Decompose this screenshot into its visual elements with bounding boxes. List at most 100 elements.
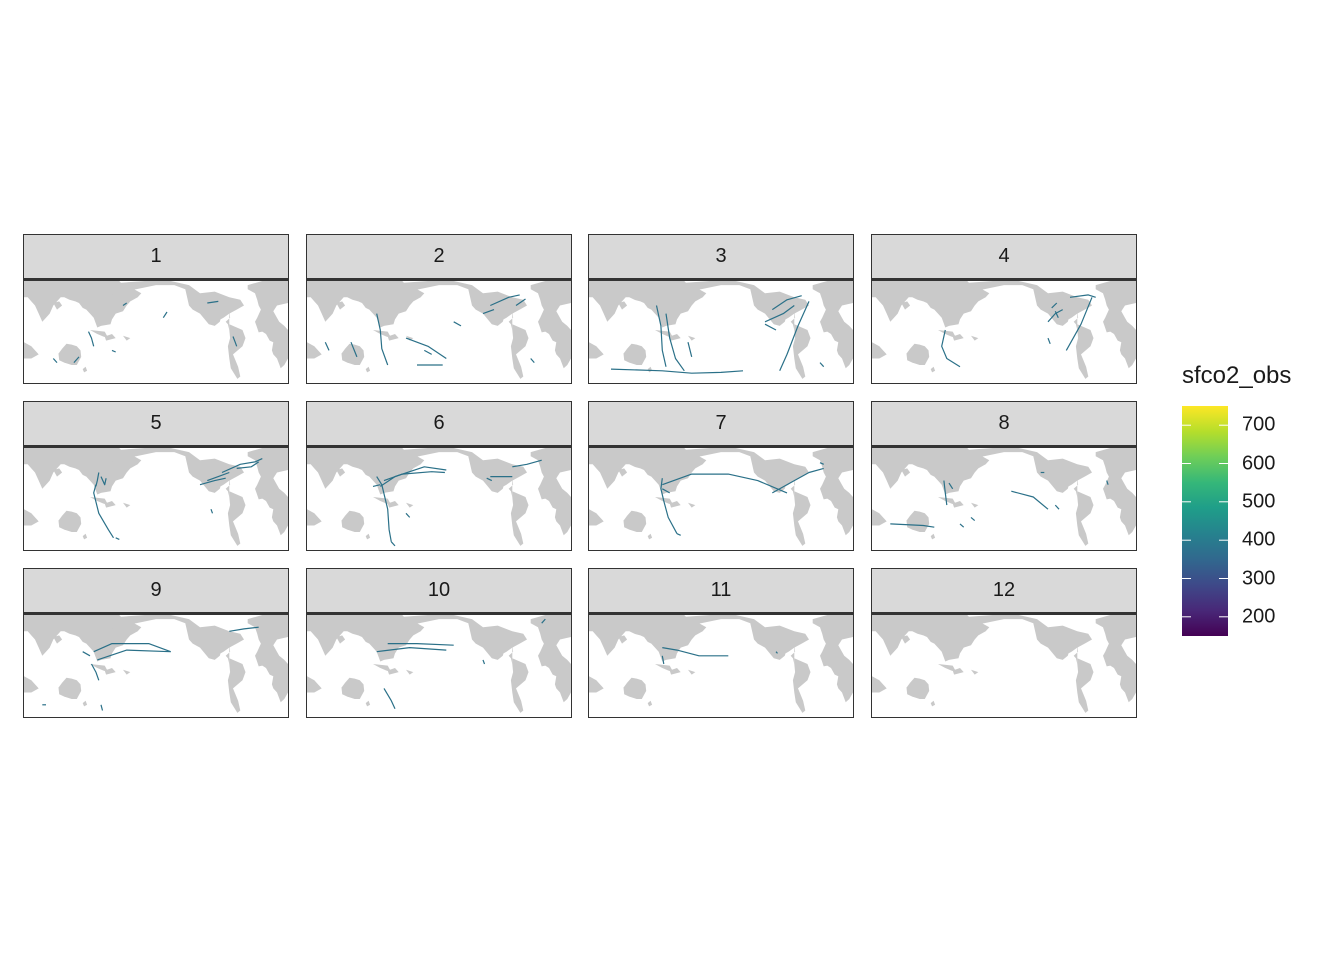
- landmass: [1073, 309, 1079, 330]
- landmass: [508, 476, 514, 497]
- ship-track: [100, 704, 104, 711]
- landmass: [938, 497, 957, 506]
- landmass: [225, 309, 231, 330]
- facet-map: [871, 447, 1137, 551]
- landmass: [952, 501, 964, 508]
- landmass: [792, 658, 811, 713]
- facet-panel: 12: [871, 568, 1137, 718]
- ship-track: [207, 300, 219, 304]
- ship-track: [350, 341, 358, 358]
- landmass: [971, 335, 979, 341]
- ship-track: [771, 295, 802, 311]
- landmass: [623, 343, 647, 365]
- ship-track: [424, 349, 432, 355]
- landmass: [589, 342, 604, 359]
- landmass: [1095, 281, 1136, 369]
- ship-track: [512, 459, 542, 468]
- ship-track: [90, 663, 100, 681]
- ship-track: [890, 523, 935, 528]
- landmass: [1095, 615, 1136, 703]
- ship-track: [221, 458, 263, 474]
- landmass: [406, 502, 414, 508]
- landmass: [688, 669, 696, 675]
- landmass: [82, 700, 88, 707]
- ship-track: [662, 473, 788, 494]
- landmass: [930, 366, 936, 373]
- landmass: [247, 448, 288, 536]
- facet-strip-label: 5: [23, 401, 289, 447]
- ship-track: [1047, 309, 1063, 323]
- landmass: [247, 615, 288, 703]
- facet-strip-label: 10: [306, 568, 572, 614]
- facet-map: [306, 614, 572, 718]
- facet-grid: 1 2 3 4 5 6 7 8 9 10 11 12: [23, 234, 1137, 718]
- ship-track: [655, 305, 667, 367]
- ship-track: [530, 358, 535, 363]
- ship-track: [387, 643, 454, 646]
- ship-track: [87, 331, 95, 347]
- landmass: [365, 533, 371, 540]
- world-map: [307, 615, 571, 713]
- world-map: [307, 281, 571, 379]
- landmass: [380, 615, 527, 660]
- landmass: [227, 658, 246, 713]
- ship-track: [1065, 297, 1093, 351]
- facet-panel: 10: [306, 568, 572, 718]
- landmass: [1073, 476, 1079, 497]
- landmass: [341, 677, 365, 699]
- ship-track: [772, 467, 824, 494]
- colorbar-tick-label: 200: [1242, 605, 1276, 628]
- facet-strip-label: 12: [871, 568, 1137, 614]
- landmass: [508, 309, 514, 330]
- ship-track: [405, 337, 447, 359]
- colorbar-tick-label: 300: [1242, 567, 1276, 589]
- ship-track: [383, 471, 445, 482]
- ship-track: [453, 321, 462, 327]
- ship-track: [1011, 490, 1049, 510]
- ship-track: [819, 462, 824, 465]
- landmass: [945, 281, 1092, 326]
- world-map: [872, 448, 1136, 546]
- colorbar-tick-label: 400: [1242, 528, 1276, 551]
- ship-track: [610, 368, 744, 374]
- ship-track: [229, 626, 259, 632]
- ship-track: [236, 461, 260, 469]
- colorbar-tick-label: 500: [1242, 490, 1276, 513]
- ship-track: [662, 647, 729, 657]
- landmass: [406, 335, 414, 341]
- ship-track: [376, 313, 389, 366]
- facet-map: [588, 614, 854, 718]
- landmass: [623, 677, 647, 699]
- landmass: [901, 301, 911, 310]
- ship-track: [941, 329, 961, 368]
- ship-track: [490, 294, 520, 307]
- landmass: [790, 476, 796, 497]
- landmass: [669, 668, 681, 675]
- landmass: [90, 330, 109, 339]
- ship-track: [122, 302, 128, 306]
- landmass: [104, 501, 116, 508]
- landmass: [97, 615, 244, 660]
- landmass: [655, 664, 674, 673]
- facet-strip-label: 2: [306, 234, 572, 280]
- colorbar-tick-label: 700: [1242, 413, 1276, 436]
- facet-panel: 2: [306, 234, 572, 384]
- ship-track: [162, 311, 168, 319]
- ship-track: [376, 476, 392, 542]
- landmass: [510, 491, 529, 546]
- landmass: [901, 635, 911, 644]
- landmass: [24, 342, 39, 359]
- ship-track: [93, 484, 115, 539]
- landmass: [945, 615, 1092, 660]
- world-map: [589, 615, 853, 713]
- landmass: [812, 281, 853, 369]
- landmass: [24, 509, 39, 526]
- landmass: [336, 635, 346, 644]
- ship-track: [486, 477, 493, 482]
- landmass: [938, 664, 957, 673]
- landmass: [373, 330, 392, 339]
- facet-strip-label: 6: [306, 401, 572, 447]
- landmass: [952, 668, 964, 675]
- ship-track: [1106, 480, 1109, 485]
- facet-panel: 9: [23, 568, 289, 718]
